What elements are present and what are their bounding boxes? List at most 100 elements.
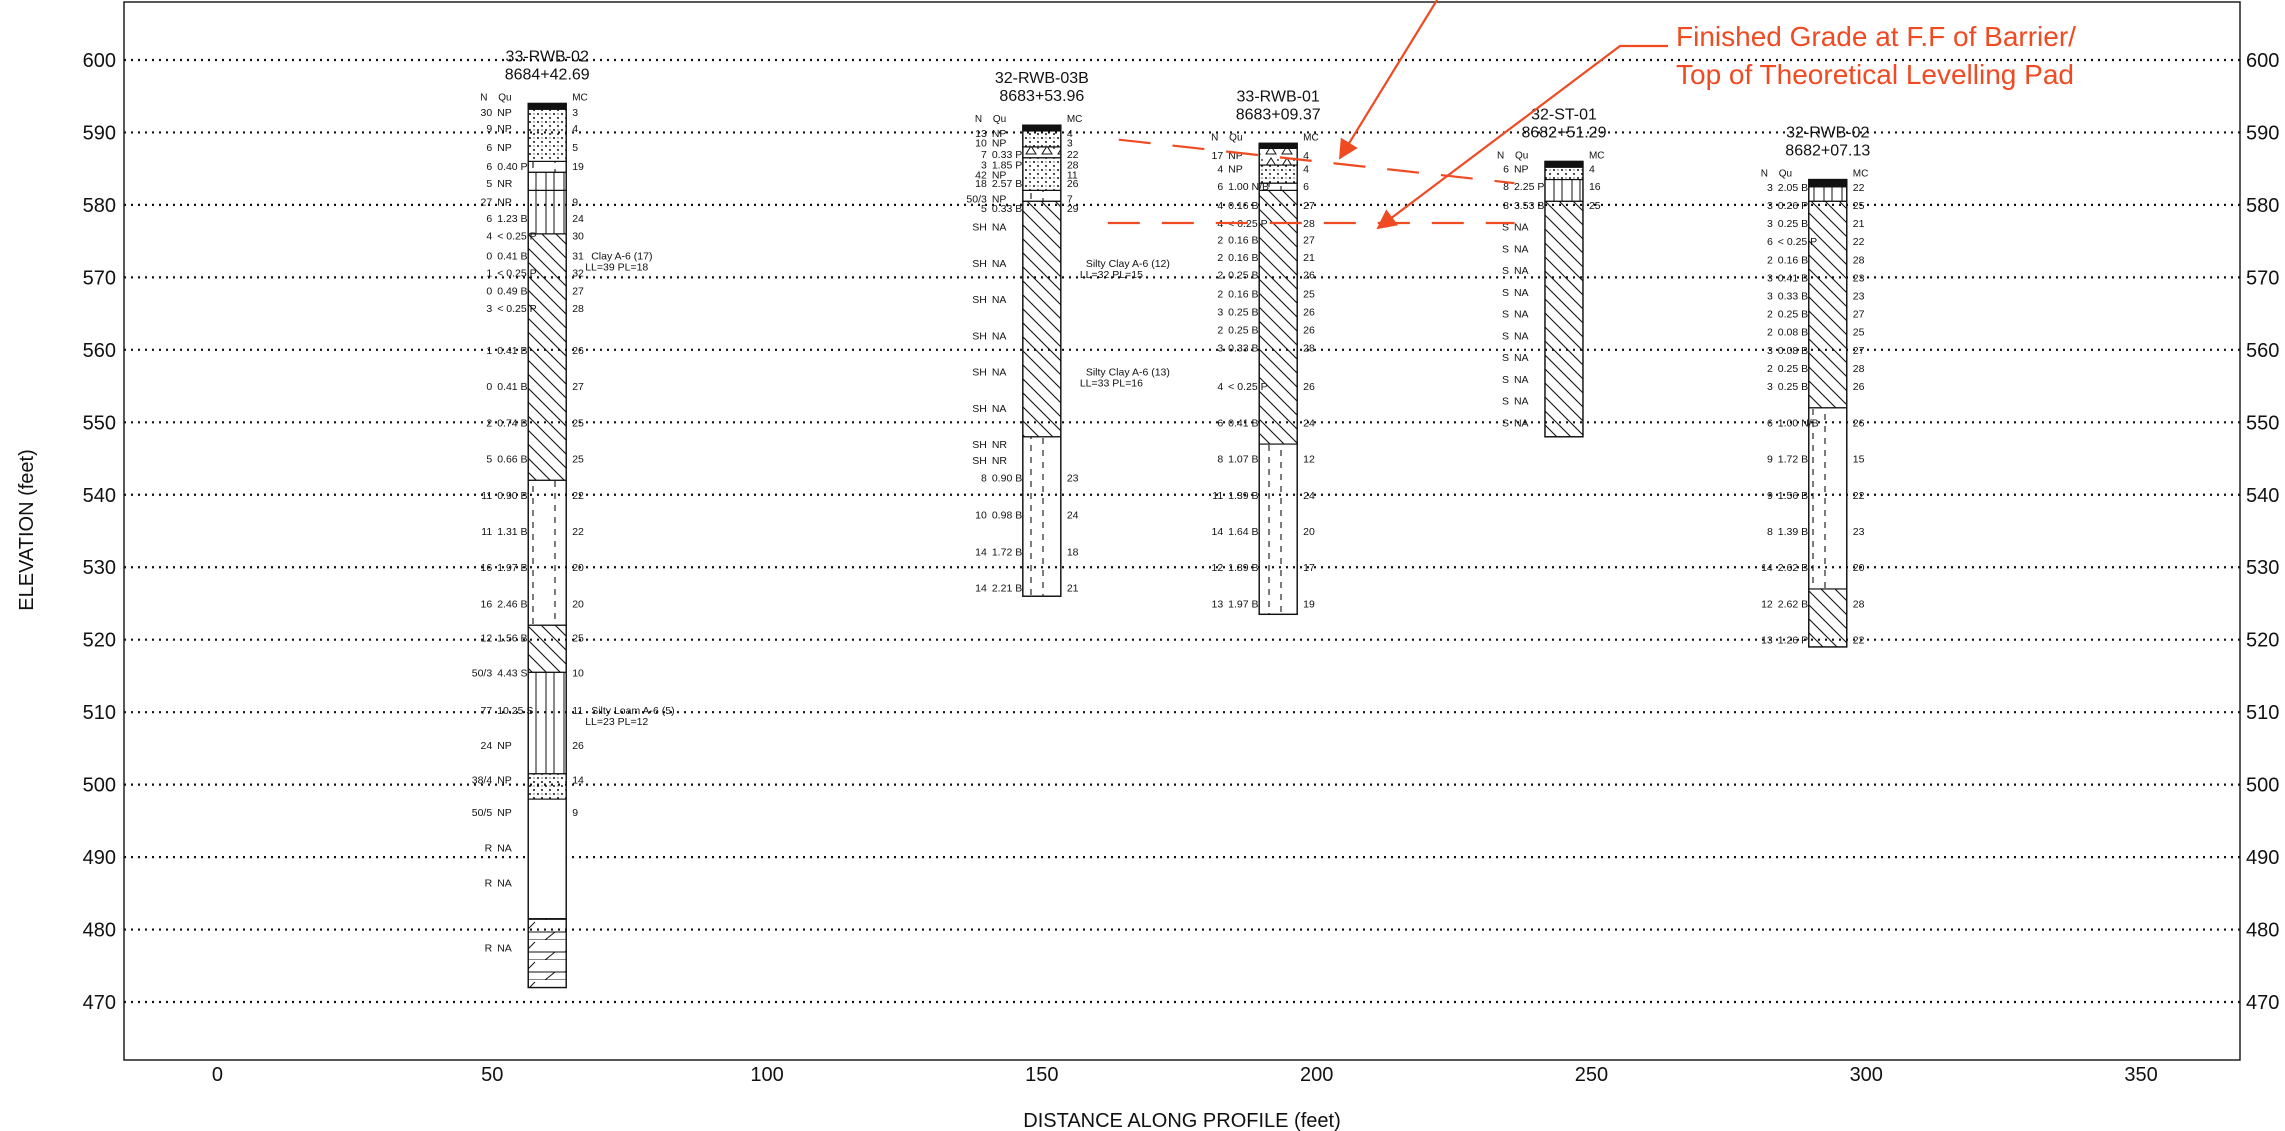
sample-n: SH	[972, 403, 987, 415]
sample-qu: < 0.25 P	[497, 303, 536, 315]
sample-n: 2	[486, 417, 492, 429]
x-tick-200: 200	[1300, 1064, 1333, 1086]
sample-qu: NP	[497, 740, 512, 752]
sample-qu: 0.08 B	[1778, 345, 1808, 357]
sample-mc: 26	[1853, 417, 1865, 429]
sample-n: 0	[486, 285, 492, 297]
sample-mc: 22	[1067, 149, 1079, 161]
x-tick-350: 350	[2124, 1064, 2157, 1086]
sample-mc: 32	[572, 267, 584, 279]
sample-mc: 20	[1303, 526, 1315, 538]
sample-n: 4	[1217, 381, 1223, 393]
sample-qu: NP	[992, 169, 1007, 181]
sample-n: 5	[486, 454, 492, 466]
y-tick-right-510: 510	[2246, 702, 2279, 724]
sample-qu: NA	[992, 330, 1007, 342]
sample-mc: 22	[1853, 236, 1865, 248]
x-tick-50: 50	[481, 1064, 503, 1086]
sample-mc: 21	[1067, 583, 1079, 595]
column-header-mc: MC	[1303, 132, 1319, 143]
sample-n: 2	[1767, 254, 1773, 266]
soil-class-note: Silty Loam A-6 (5)	[591, 705, 674, 717]
sample-n: 2	[1217, 288, 1223, 300]
sample-n: 8	[1217, 454, 1223, 466]
sample-qu: NP	[497, 775, 512, 787]
sample-n: 38/4	[472, 775, 493, 787]
sample-mc: 17	[1303, 562, 1315, 574]
sample-qu: 0.25 B	[1228, 306, 1258, 318]
atterberg-limits-note: LL=32 PL=15	[1080, 269, 1143, 281]
sample-n: 3	[486, 303, 492, 315]
sample-mc: 15	[1853, 454, 1865, 466]
sample-n: 3	[1767, 381, 1773, 393]
stratum-hatch	[527, 233, 567, 481]
sample-qu: 0.16 B	[1778, 254, 1808, 266]
borehole-column	[1808, 178, 1848, 648]
sample-qu: 0.41 B	[1228, 417, 1258, 429]
sample-n: SH	[972, 439, 987, 451]
sample-qu: NA	[1514, 287, 1529, 299]
sample-qu: 0.41 B	[497, 381, 527, 393]
sample-mc: 21	[1303, 252, 1315, 264]
sample-n: R	[485, 843, 493, 855]
sample-mc: 27	[1303, 235, 1315, 247]
sample-qu: NA	[1514, 417, 1529, 429]
column-header-n: N	[975, 114, 982, 125]
sample-mc: 7	[1067, 193, 1073, 205]
y-tick-right-570: 570	[2246, 267, 2279, 289]
sample-qu: NA	[1514, 243, 1529, 255]
sample-qu: NA	[497, 943, 512, 955]
soil-class-note: Silty Clay A-6 (13)	[1086, 367, 1170, 379]
sample-qu: 1.00 N/B	[1228, 181, 1269, 193]
sample-qu: 0.25 B	[1228, 325, 1258, 337]
x-axis-title: DISTANCE ALONG PROFILE (feet)	[1023, 1110, 1340, 1131]
stratum-tri	[1258, 147, 1298, 166]
sample-n: SH	[972, 367, 987, 379]
sample-mc: 22	[572, 490, 584, 502]
sample-n: 12	[1211, 562, 1223, 574]
sample-qu: 1.97 B	[1228, 598, 1258, 610]
y-tick-left-540: 540	[83, 485, 116, 507]
y-tick-labels-right: 470 480 490 500 510 520 530 540 550 560 570 580 590 6…	[2246, 50, 2279, 1014]
stratum-fill	[1544, 160, 1584, 168]
sample-n: 2	[1217, 325, 1223, 337]
sample-n: 6	[486, 142, 492, 154]
sample-mc: 26	[1853, 381, 1865, 393]
sample-mc: 27	[1853, 345, 1865, 357]
sample-qu: 0.08 B	[1778, 327, 1808, 339]
sample-n: 1	[486, 345, 492, 357]
sample-qu: NA	[1514, 222, 1529, 234]
sample-qu: NA	[1514, 265, 1529, 277]
y-tick-right-530: 530	[2246, 557, 2279, 579]
stratum-hatch	[1808, 200, 1848, 409]
stratum-hatch	[527, 624, 567, 673]
sample-mc: 25	[572, 417, 584, 429]
y-tick-right-550: 550	[2246, 412, 2279, 434]
sample-n: S	[1502, 352, 1509, 364]
sample-mc: 9	[572, 196, 578, 208]
sample-n: 12	[1761, 598, 1773, 610]
sample-qu: 4.43 S	[497, 667, 527, 679]
sample-n: 0	[486, 251, 492, 263]
soil-class-note: Clay A-6 (17)	[591, 251, 652, 263]
sample-qu: 0.74 B	[497, 417, 527, 429]
sample-mc: 24	[572, 213, 584, 225]
sample-n: 50/3	[966, 193, 987, 205]
sample-mc: 11	[1067, 169, 1078, 181]
sample-qu: 0.49 B	[497, 285, 527, 297]
column-header-mc: MC	[1853, 169, 1869, 180]
sample-n: 2	[1217, 235, 1223, 247]
sample-qu: 0.66 B	[497, 454, 527, 466]
sample-n: 6	[1217, 181, 1223, 193]
sample-n: 3	[1767, 290, 1773, 302]
sample-qu: 0.40 P	[497, 161, 527, 173]
y-tick-left-530: 530	[83, 557, 116, 579]
sample-qu: 2.62 B	[1778, 562, 1808, 574]
stratum-dash	[1258, 443, 1298, 615]
stratum-dots	[1022, 157, 1062, 191]
finished-grade-label-line2: Top of Theoretical Levelling Pad	[1676, 59, 2074, 90]
borehole-column	[1022, 124, 1062, 597]
